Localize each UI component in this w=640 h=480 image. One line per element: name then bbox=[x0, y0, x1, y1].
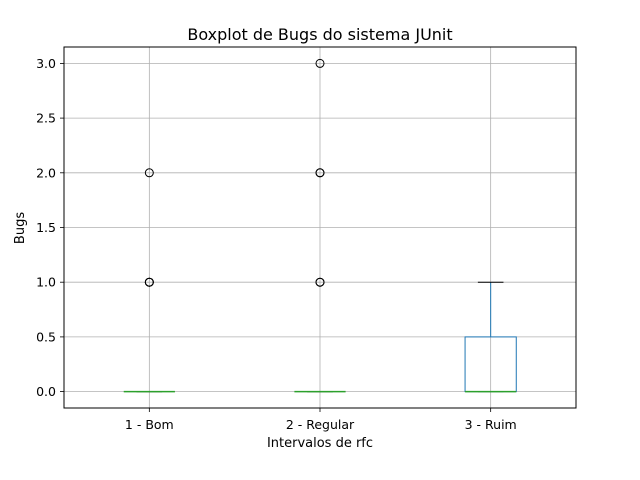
y-tick-label: 2.0 bbox=[36, 165, 56, 180]
y-tick-label: 0.0 bbox=[36, 384, 56, 399]
boxes bbox=[123, 58, 517, 393]
y-tick-label: 1.5 bbox=[36, 220, 56, 235]
grid-lines bbox=[64, 47, 576, 408]
y-tick-label: 2.5 bbox=[36, 111, 56, 126]
y-tick-label: 3.0 bbox=[36, 56, 56, 71]
chart-title: Boxplot de Bugs do sistema JUnit bbox=[187, 25, 452, 44]
outlier-point bbox=[144, 168, 154, 178]
y-tick-label: 1.0 bbox=[36, 275, 56, 290]
outlier-point bbox=[144, 277, 154, 287]
axis-ticks: 0.0 0.5 1.0 1.5 2.0 2.5 3.0 1 - Bom 2 - Regular 3… bbox=[36, 56, 517, 432]
x-tick-label: 2 - Regular bbox=[286, 417, 355, 432]
x-axis-label: Intervalos de rfc bbox=[267, 436, 373, 451]
y-axis-label: Bugs bbox=[13, 212, 28, 244]
outlier-point bbox=[315, 58, 325, 68]
outlier-point bbox=[315, 277, 325, 287]
y-tick-label: 0.5 bbox=[36, 329, 56, 344]
outlier-point bbox=[315, 168, 325, 178]
x-tick-label: 1 - Bom bbox=[125, 417, 174, 432]
x-tick-label: 3 - Ruim bbox=[465, 417, 517, 432]
